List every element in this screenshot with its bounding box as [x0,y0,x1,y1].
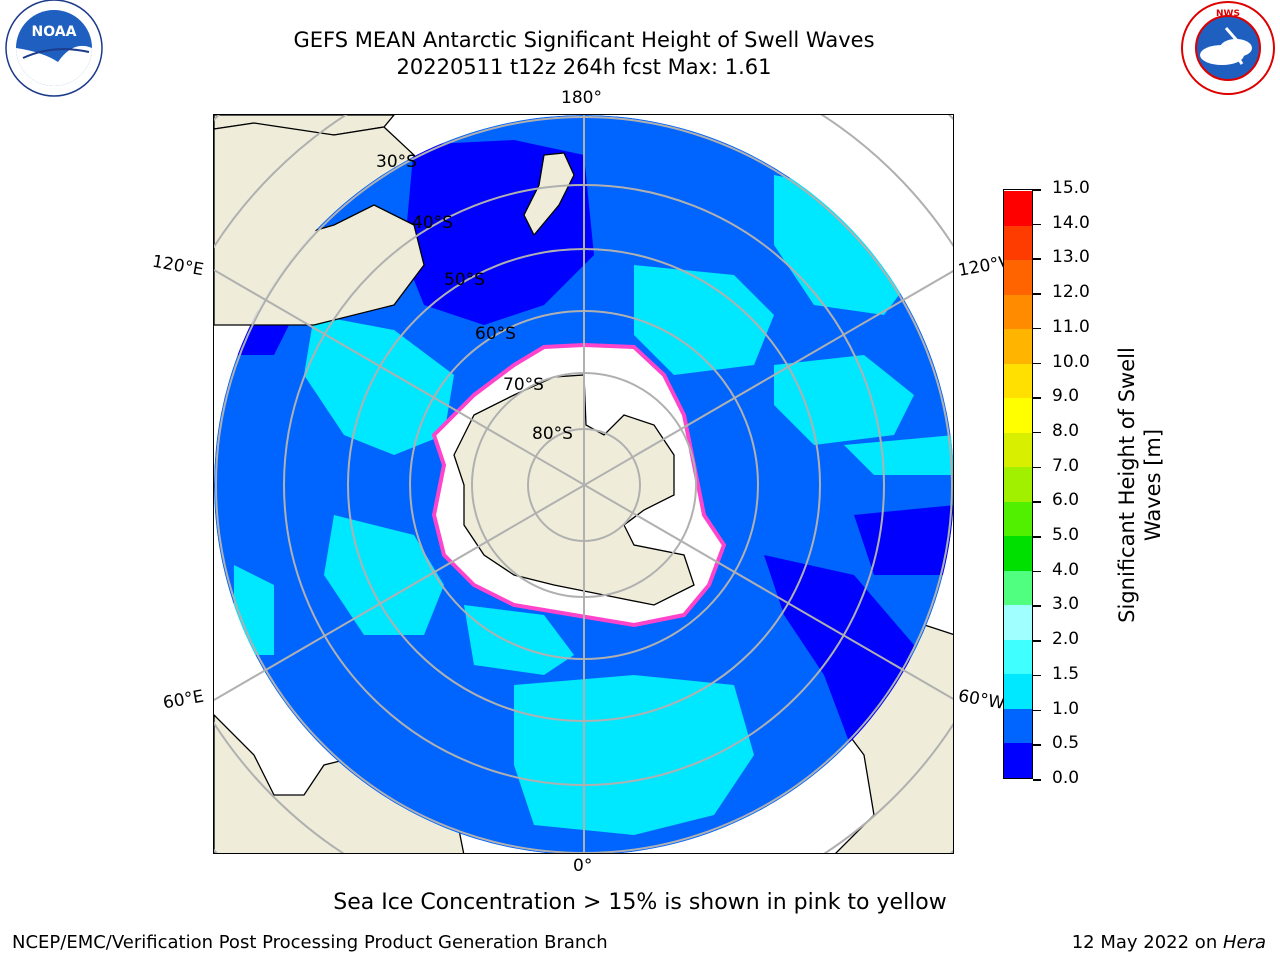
colorbar-segment [1004,708,1032,744]
lon-label-bottom: 0° [573,856,593,876]
colorbar-segment [1004,742,1032,778]
caption: Sea Ice Concentration > 15% is shown in … [333,890,947,915]
colorbar-tick-label: 6.0 [1052,490,1080,511]
colorbar-tick-label: 1.5 [1052,663,1080,684]
colorbar-tick-label: 9.0 [1052,386,1080,407]
colorbar-segment [1004,225,1032,261]
lon-label-lower-right: 60°W [956,686,1007,714]
colorbar-segment [1004,466,1032,502]
noaa-logo-icon: NOAA [5,0,103,97]
colorbar-tick-label: 5.0 [1052,525,1080,546]
footer-host: Hera [1222,932,1266,953]
colorbar-tick-mark [1033,709,1041,712]
lat-label: 40°S [412,213,453,233]
colorbar-segment [1004,294,1032,330]
polar-map [213,114,954,854]
colorbar-tick-mark [1033,744,1041,746]
colorbar-tick-mark [1033,466,1041,469]
footer-date-text: 12 May 2022 on [1071,932,1223,953]
colorbar-tick-label: 0.5 [1052,733,1080,754]
lat-label: 60°S [475,324,516,344]
footer-date: 12 May 2022 on Hera [1072,932,1266,953]
colorbar-segment [1004,673,1032,709]
colorbar-segment [1004,570,1032,606]
colorbar-tick-mark [1033,258,1041,260]
colorbar-tick-mark [1033,501,1041,503]
colorbar-tick-mark [1033,293,1041,295]
colorbar-tick-mark [1033,223,1041,226]
colorbar-segment [1004,432,1032,468]
colorbar [1003,189,1033,779]
lat-label: 80°S [532,424,573,444]
colorbar-tick-label: 12.0 [1052,282,1090,303]
chart-subtitle: 20220511 t12z 264h fcst Max: 1.61 [396,55,772,79]
colorbar-tick-label: 15.0 [1052,178,1090,198]
graticule [214,115,953,853]
colorbar-tick-label: 3.0 [1052,594,1080,615]
colorbar-tick-label: 2.0 [1052,629,1080,650]
colorbar-tick-mark [1033,640,1041,642]
colorbar-segment [1004,190,1032,226]
colorbar-tick-label: 14.0 [1052,212,1090,233]
chart-title: GEFS MEAN Antarctic Significant Height o… [293,28,875,52]
lat-label: 70°S [503,375,544,395]
colorbar-tick-label: 0.0 [1052,768,1080,788]
new-zealand [523,152,575,237]
lon-label-upper-left: 120°E [150,251,206,281]
colorbar-tick-label: 13.0 [1052,247,1090,268]
lat-label: 50°S [444,270,485,290]
lon-label-lower-left: 60°E [161,686,206,714]
colorbar-tick-label: 10.0 [1052,351,1090,372]
colorbar-label: Significant Height of Swell Waves [m] [1115,347,1165,623]
colorbar-tick-mark [1033,189,1041,191]
colorbar-tick-mark [1033,570,1041,573]
nws-logo-icon: NWS [1181,1,1275,95]
svg-text:NWS: NWS [1216,9,1240,19]
colorbar-tick-mark [1033,397,1041,399]
colorbar-tick-mark [1033,605,1041,607]
colorbar-tick-label: 4.0 [1052,559,1080,580]
colorbar-tick-mark [1033,362,1041,365]
colorbar-segment [1004,501,1032,537]
colorbar-tick-label: 1.0 [1052,698,1080,719]
colorbar-segment [1004,328,1032,364]
colorbar-tick-mark [1033,779,1041,781]
colorbar-tick-label: 11.0 [1052,316,1090,337]
colorbar-segment [1004,604,1032,640]
colorbar-tick-mark [1033,431,1041,434]
colorbar-segment [1004,259,1032,295]
lat-label: 30°S [376,152,417,172]
colorbar-segment [1004,363,1032,399]
map-canvas [214,115,953,853]
colorbar-tick-mark [1033,536,1041,538]
colorbar-segment [1004,639,1032,675]
colorbar-segment [1004,397,1032,433]
low-swell-regions [214,140,953,755]
noaa-logo-text: NOAA [32,24,77,40]
colorbar-tick-label: 8.0 [1052,420,1080,441]
colorbar-tick-mark [1033,327,1041,330]
colorbar-segment [1004,535,1032,571]
footer-credit: NCEP/EMC/Verification Post Processing Pr… [12,932,608,953]
lon-label-top: 180° [561,88,602,108]
colorbar-tick-label: 7.0 [1052,455,1080,476]
colorbar-tick-mark [1033,674,1041,677]
